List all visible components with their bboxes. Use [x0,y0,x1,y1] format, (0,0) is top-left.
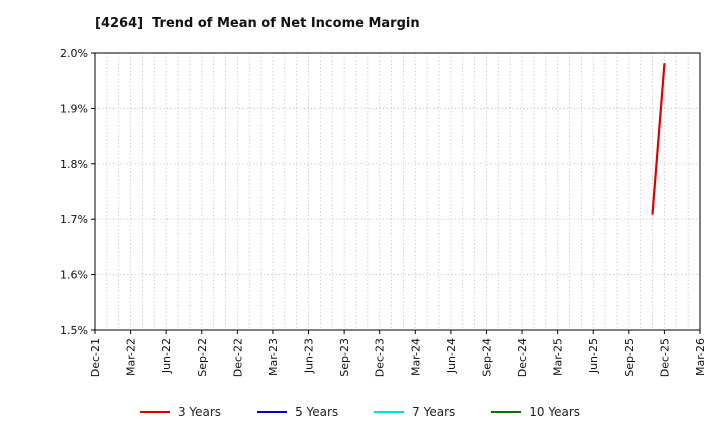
legend-label: 3 Years [177,405,222,419]
svg-text:Dec-25: Dec-25 [658,338,671,377]
svg-text:Dec-22: Dec-22 [231,338,244,377]
svg-text:Mar-26: Mar-26 [694,338,707,376]
svg-text:1.9%: 1.9% [60,102,88,115]
svg-text:Dec-23: Dec-23 [374,338,387,377]
legend-label: 5 Years [295,405,339,419]
svg-text:Jun-24: Jun-24 [445,338,458,374]
svg-text:Jun-22: Jun-22 [160,338,173,374]
svg-text:Dec-24: Dec-24 [516,338,529,377]
svg-text:1.7%: 1.7% [60,213,88,226]
chart-legend: 3 Years 5 Years 7 Years 10 Years [0,405,720,419]
svg-text:Mar-23: Mar-23 [267,338,280,376]
svg-text:1.8%: 1.8% [60,158,88,171]
chart-title: [4264] Trend of Mean of Net Income Margi… [95,16,420,31]
svg-text:Mar-24: Mar-24 [409,338,422,376]
legend-item-3-years: 3 Years [139,405,222,419]
svg-text:Mar-25: Mar-25 [552,338,565,376]
legend-line-swatch [491,411,522,413]
svg-text:1.5%: 1.5% [60,324,88,337]
svg-text:Sep-24: Sep-24 [480,338,493,377]
legend-line-swatch [139,411,170,413]
legend-label: 10 Years [529,405,581,419]
svg-text:Sep-25: Sep-25 [623,338,636,377]
svg-text:1.6%: 1.6% [60,269,88,282]
svg-text:Mar-22: Mar-22 [125,338,138,376]
legend-line-swatch [257,411,288,413]
legend-item-7-years: 7 Years [374,405,455,419]
svg-text:Jun-25: Jun-25 [587,338,600,374]
legend-line-swatch [374,411,405,413]
legend-item-5-years: 5 Years [257,405,338,419]
legend-item-10-years: 10 Years [491,405,580,419]
svg-text:2.0%: 2.0% [60,47,88,60]
svg-text:Sep-22: Sep-22 [196,338,209,377]
svg-text:Dec-21: Dec-21 [89,338,102,377]
legend-label: 7 Years [412,405,456,419]
svg-text:Jun-23: Jun-23 [303,338,316,374]
svg-text:Sep-23: Sep-23 [338,338,351,377]
